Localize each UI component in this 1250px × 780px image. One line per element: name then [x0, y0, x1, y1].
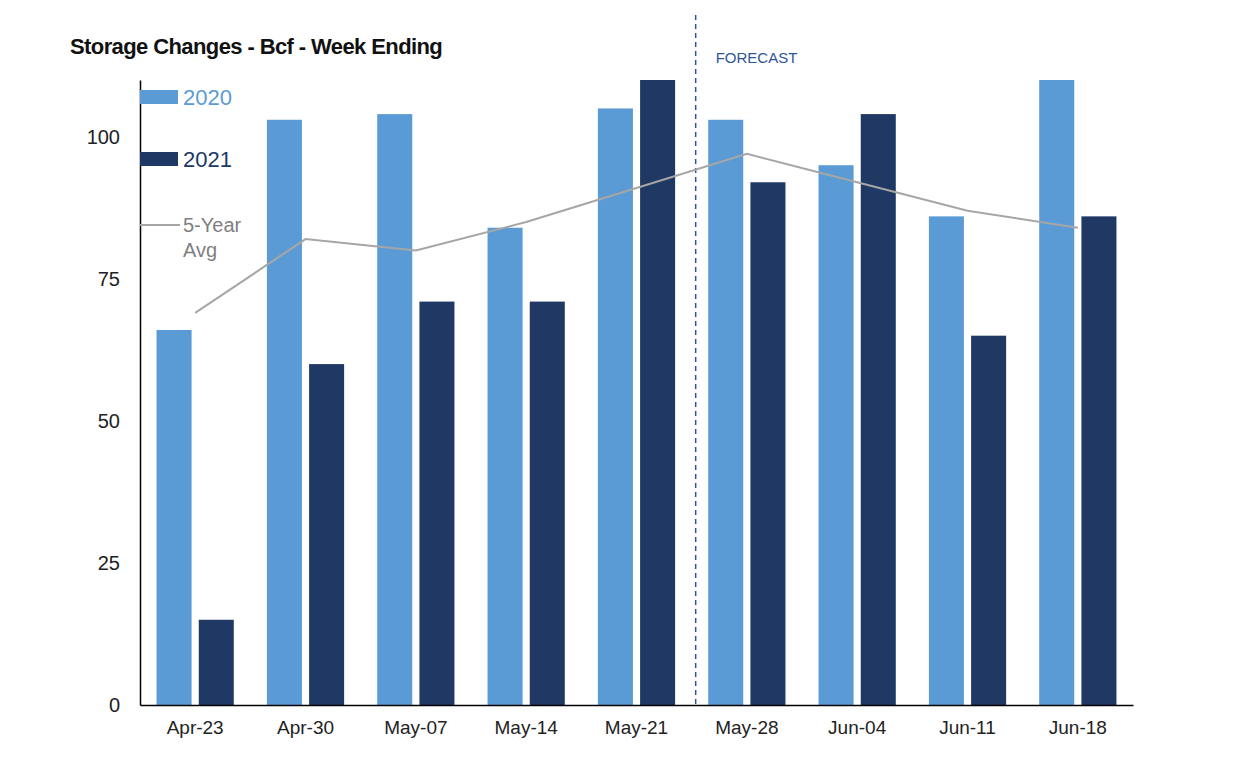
x-tick-label: Apr-30: [277, 717, 334, 738]
bar: [157, 330, 192, 705]
y-tick-label: 75: [98, 268, 120, 290]
x-tick-label: May-14: [494, 717, 558, 738]
bar: [488, 228, 523, 705]
x-tick: Apr-30: [277, 705, 334, 738]
x-tick: Jun-11: [939, 705, 996, 738]
bar: [199, 620, 234, 705]
bar: [309, 364, 344, 705]
legend: 2020 2021 5-YearAvg: [140, 85, 242, 261]
legend-symbol: [140, 224, 180, 226]
bar: [1039, 80, 1074, 705]
annotation: FORECAST: [716, 49, 798, 66]
x-tick-label: Jun-04: [828, 717, 887, 738]
bar: [377, 114, 412, 705]
x-tick: May-14: [494, 705, 558, 738]
y-axis: 0 25 50 75 100: [87, 81, 141, 716]
y-tick: 100: [87, 126, 140, 148]
legend-label: 5-YearAvg: [183, 214, 242, 261]
x-tick-label: Jun-18: [1049, 717, 1107, 738]
x-tick: May-21: [605, 705, 668, 738]
bar: [750, 182, 785, 705]
x-tick: Jun-18: [1049, 705, 1107, 738]
y-tick-label: 0: [109, 694, 120, 716]
y-axis-line: [140, 81, 142, 706]
bar: [267, 120, 302, 705]
bar: [861, 114, 896, 705]
x-tick: May-07: [384, 705, 447, 738]
x-axis: Apr-23 Apr-30 May-07 May-14 May-21 May-28 Jun-…: [141, 705, 1134, 738]
y-tick-label: 100: [87, 126, 120, 148]
plot-area: [157, 80, 1117, 705]
bar: [971, 336, 1006, 705]
x-tick: Apr-23: [167, 705, 224, 738]
legend-symbol: [140, 90, 178, 104]
x-tick: Jun-04: [828, 705, 887, 738]
bar: [929, 216, 964, 705]
line: [195, 154, 1078, 313]
bar-series: [199, 80, 1117, 705]
bar: [708, 120, 743, 705]
forecast-divider: [695, 15, 697, 705]
legend-label: 2020: [183, 85, 232, 110]
y-tick-label: 25: [98, 552, 120, 574]
bar: [530, 302, 565, 705]
bar-series: [157, 80, 1075, 705]
bar: [1081, 216, 1116, 705]
legend-symbol: [140, 152, 178, 166]
y-tick: 25: [98, 552, 140, 574]
bar: [419, 302, 454, 705]
x-tick-label: May-28: [715, 717, 778, 738]
bar: [640, 80, 675, 705]
x-tick-label: Apr-23: [167, 717, 224, 738]
y-tick-label: 50: [98, 410, 120, 432]
bar: [819, 165, 854, 705]
x-tick-label: May-21: [605, 717, 668, 738]
x-axis-line: [141, 705, 1134, 707]
x-tick: May-28: [715, 705, 778, 738]
x-tick-label: Jun-11: [939, 717, 996, 738]
title: Storage Changes - Bcf - Week Ending: [70, 34, 442, 59]
y-tick: 50: [98, 410, 140, 432]
y-tick: 75: [98, 268, 140, 290]
x-tick-label: May-07: [384, 717, 447, 738]
chart: Storage Changes - Bcf - Week Ending FOREC…: [0, 0, 1250, 780]
y-tick: 0: [109, 694, 140, 716]
legend-label: 2021: [183, 147, 232, 172]
